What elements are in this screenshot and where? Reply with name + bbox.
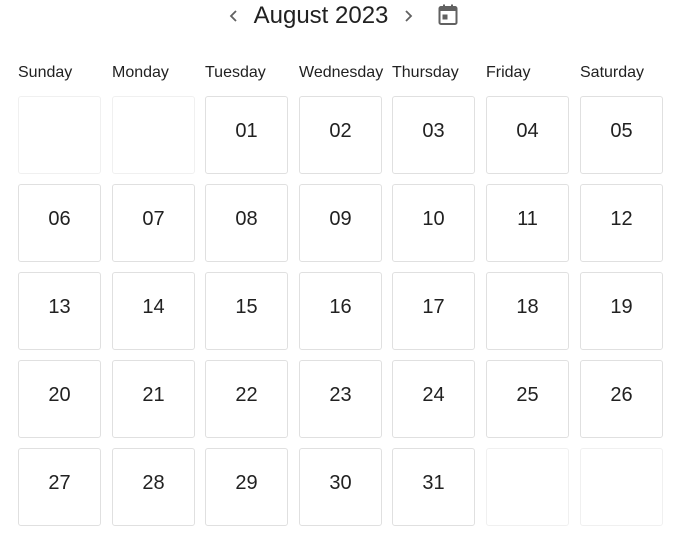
day-number: 23 xyxy=(329,384,352,406)
day-cell[interactable]: 01 xyxy=(205,96,288,174)
day-number: 05 xyxy=(610,120,633,142)
day-cell[interactable]: 03 xyxy=(392,96,475,174)
day-number: 01 xyxy=(235,120,258,142)
empty-day-cell xyxy=(112,96,195,174)
day-number: 31 xyxy=(422,472,445,494)
calendar-grid: 01 02 03 04 05 06 07 08 09 10 11 12 13 14 15 16 17 18 19 20… xyxy=(18,96,664,528)
empty-day-cell xyxy=(486,448,569,526)
month-title: August 2023 xyxy=(253,2,389,29)
day-number: 18 xyxy=(516,296,539,318)
day-cell[interactable]: 18 xyxy=(486,272,569,350)
weekday-label-tuesday: Tuesday xyxy=(205,64,266,81)
day-cell[interactable]: 20 xyxy=(18,360,101,438)
day-number: 25 xyxy=(516,384,539,406)
weekday-label-friday: Friday xyxy=(486,64,531,81)
day-cell[interactable]: 07 xyxy=(112,184,195,262)
day-number: 06 xyxy=(48,208,71,230)
day-cell[interactable]: 29 xyxy=(205,448,288,526)
previous-month-button[interactable] xyxy=(223,4,245,28)
weekday-label-wednesday: Wednesday xyxy=(299,64,384,81)
day-number: 19 xyxy=(610,296,633,318)
day-number: 26 xyxy=(610,384,633,406)
chevron-left-icon xyxy=(229,10,237,22)
day-cell[interactable]: 02 xyxy=(299,96,382,174)
day-cell[interactable]: 26 xyxy=(580,360,663,438)
day-number: 17 xyxy=(422,296,445,318)
day-number: 21 xyxy=(142,384,165,406)
weekday-label-sunday: Sunday xyxy=(18,64,73,81)
day-cell[interactable]: 08 xyxy=(205,184,288,262)
day-cell[interactable]: 28 xyxy=(112,448,195,526)
day-cell[interactable]: 19 xyxy=(580,272,663,350)
calendar-header: August 2023 xyxy=(0,0,684,32)
day-number: 02 xyxy=(329,120,352,142)
day-cell[interactable]: 09 xyxy=(299,184,382,262)
day-number: 27 xyxy=(48,472,71,494)
day-number: 29 xyxy=(235,472,258,494)
day-cell[interactable]: 04 xyxy=(486,96,569,174)
day-cell[interactable]: 21 xyxy=(112,360,195,438)
day-cell[interactable]: 16 xyxy=(299,272,382,350)
day-number: 28 xyxy=(142,472,165,494)
day-number: 04 xyxy=(516,120,539,142)
empty-day-cell xyxy=(580,448,663,526)
day-number: 03 xyxy=(422,120,445,142)
day-cell[interactable]: 22 xyxy=(205,360,288,438)
chevron-right-icon xyxy=(405,10,413,22)
day-cell[interactable]: 06 xyxy=(18,184,101,262)
weekday-label-saturday: Saturday xyxy=(580,64,645,81)
day-cell[interactable]: 23 xyxy=(299,360,382,438)
day-number: 16 xyxy=(329,296,352,318)
day-cell[interactable]: 12 xyxy=(580,184,663,262)
empty-day-cell xyxy=(18,96,101,174)
day-cell[interactable]: 05 xyxy=(580,96,663,174)
day-number: 15 xyxy=(235,296,258,318)
day-number: 22 xyxy=(235,384,258,406)
day-number: 09 xyxy=(329,208,352,230)
day-number: 30 xyxy=(329,472,352,494)
day-cell[interactable]: 27 xyxy=(18,448,101,526)
calendar-icon xyxy=(438,4,458,25)
day-number: 10 xyxy=(422,208,445,230)
day-cell[interactable]: 17 xyxy=(392,272,475,350)
day-number: 20 xyxy=(48,384,71,406)
day-cell[interactable]: 24 xyxy=(392,360,475,438)
day-number: 07 xyxy=(142,208,165,230)
day-cell[interactable]: 25 xyxy=(486,360,569,438)
day-number: 14 xyxy=(142,296,165,318)
weekday-label-thursday: Thursday xyxy=(392,64,459,81)
day-cell[interactable]: 10 xyxy=(392,184,475,262)
day-number: 13 xyxy=(48,296,71,318)
day-number: 24 xyxy=(422,384,445,406)
calendar-picker-button[interactable] xyxy=(436,3,460,27)
day-number: 08 xyxy=(235,208,258,230)
day-cell[interactable]: 31 xyxy=(392,448,475,526)
day-number: 12 xyxy=(610,208,633,230)
day-cell[interactable]: 11 xyxy=(486,184,569,262)
weekday-header-row: Sunday Monday Tuesday Wednesday Thursday Frid… xyxy=(18,64,664,84)
day-cell[interactable]: 15 xyxy=(205,272,288,350)
weekday-label-monday: Monday xyxy=(112,64,169,81)
day-cell[interactable]: 14 xyxy=(112,272,195,350)
day-number: 11 xyxy=(517,208,538,230)
next-month-button[interactable] xyxy=(397,4,419,28)
day-cell[interactable]: 30 xyxy=(299,448,382,526)
day-cell[interactable]: 13 xyxy=(18,272,101,350)
